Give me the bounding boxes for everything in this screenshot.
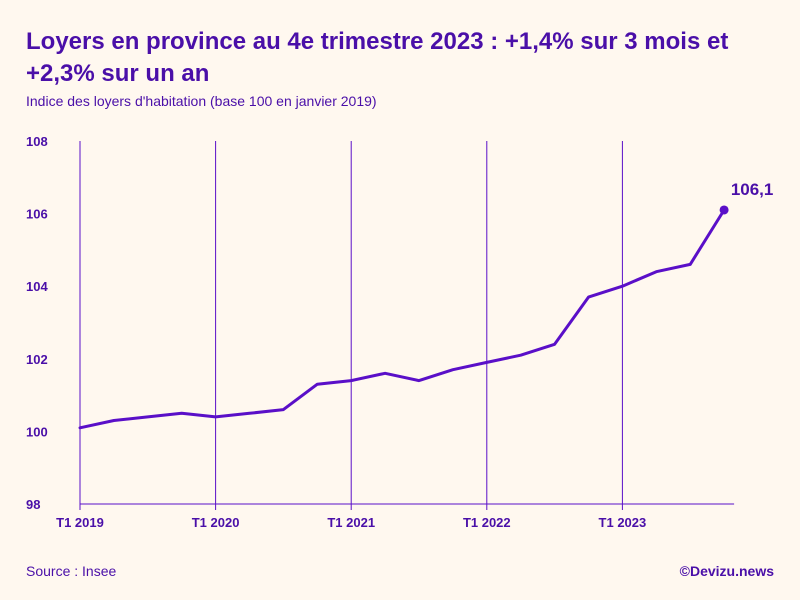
end-point-marker [719, 205, 729, 215]
series-layer [78, 205, 729, 430]
series-line-0 [78, 208, 726, 430]
x-tick-label: T1 2023 [599, 515, 647, 530]
axes [79, 503, 735, 510]
y-tick-label: 104 [26, 279, 48, 294]
y-tick-label: 98 [26, 497, 40, 512]
y-tick-label: 102 [26, 352, 48, 367]
y-tick-label: 108 [26, 134, 48, 149]
x-tick-label: T1 2021 [327, 515, 375, 530]
y-tick-label: 100 [26, 424, 48, 439]
chart-subtitle: Indice des loyers d'habitation (base 100… [26, 93, 377, 109]
y-tick-label: 106 [26, 207, 48, 222]
x-tick-label: T1 2020 [192, 515, 240, 530]
brand-link[interactable]: ©Devizu.news [679, 563, 774, 579]
chart-title: Loyers en province au 4e trimestre 2023 … [26, 28, 729, 87]
end-value-label: 106,1 [731, 180, 774, 199]
grid-lines [79, 141, 623, 504]
source-note: Source : Insee [26, 563, 117, 579]
x-tick-label: T1 2022 [463, 515, 511, 530]
labels: T1 2019 T1 2020 T1 2021 T1 2022 T1 2023 98 100… [26, 134, 773, 530]
x-tick-label: T1 2019 [56, 515, 104, 530]
